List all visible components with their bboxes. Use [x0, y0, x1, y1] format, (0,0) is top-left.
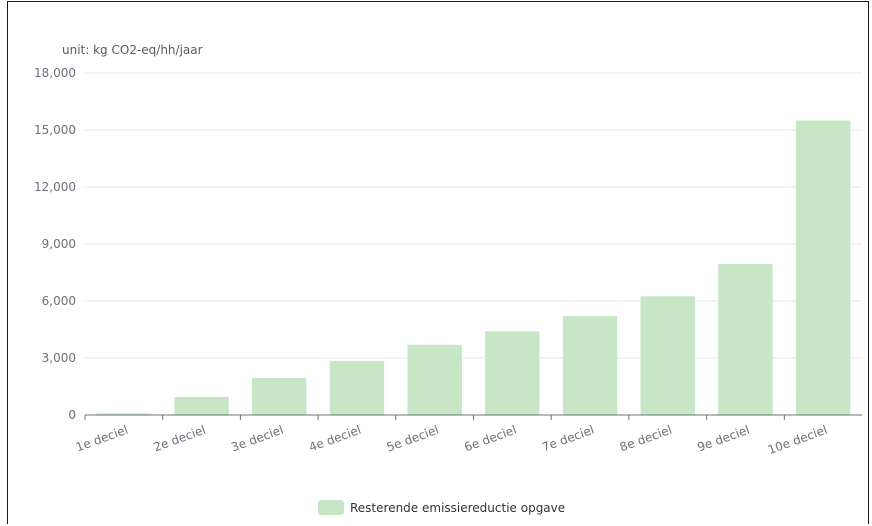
bar[interactable]: [252, 377, 307, 415]
bar[interactable]: [485, 331, 540, 415]
bar[interactable]: [407, 344, 462, 415]
x-tick-label: 7e deciel: [540, 423, 596, 455]
x-tick-label: 10e deciel: [766, 423, 829, 457]
y-tick-label: 6,000: [42, 294, 76, 308]
y-tick-label: 12,000: [34, 180, 76, 194]
bar[interactable]: [640, 296, 695, 415]
y-tick-label: 18,000: [34, 66, 76, 80]
bar[interactable]: [96, 413, 152, 415]
y-axis-ticks: 0 3,000 6,000 9,000 12,000 15,000 18,000: [34, 66, 76, 422]
y-tick-label: 15,000: [34, 123, 76, 137]
bar[interactable]: [718, 263, 773, 415]
bar[interactable]: [329, 360, 385, 415]
legend-swatch[interactable]: [318, 500, 344, 515]
x-tick-label: 4e deciel: [307, 423, 363, 455]
x-tick-label: 3e deciel: [229, 423, 285, 455]
x-tick-label: 8e deciel: [618, 423, 674, 455]
legend[interactable]: Resterende emissiereductie opgave: [318, 500, 565, 515]
x-tick-label: 6e deciel: [462, 423, 518, 455]
bar[interactable]: [174, 396, 229, 415]
bar[interactable]: [795, 120, 851, 416]
x-tick-label: 1e deciel: [74, 423, 130, 455]
bars: [96, 120, 851, 416]
legend-label[interactable]: Resterende emissiereductie opgave: [350, 501, 565, 515]
y-tick-label: 0: [68, 408, 76, 422]
x-axis-ticks: 1e deciel 2e deciel 3e deciel 4e deciel 5e d…: [74, 415, 829, 457]
chart-frame: [7, 1, 869, 524]
y-tick-label: 3,000: [42, 351, 76, 365]
grid-lines: [85, 72, 862, 359]
x-tick-label: 2e deciel: [152, 423, 208, 455]
x-tick-label: 5e deciel: [385, 423, 441, 455]
unit-label: unit: kg CO2-eq/hh/jaar: [62, 43, 203, 57]
x-tick-label: 9e deciel: [695, 423, 751, 455]
y-tick-label: 9,000: [42, 237, 76, 251]
bar[interactable]: [562, 316, 618, 415]
